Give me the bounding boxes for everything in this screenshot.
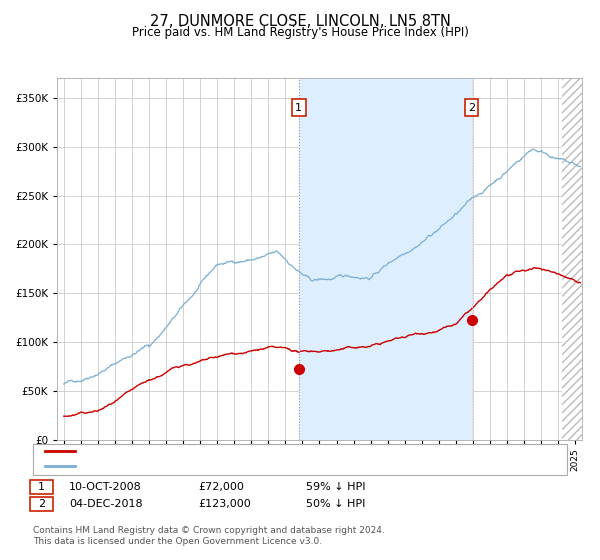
Text: 1: 1 bbox=[295, 102, 302, 113]
Text: 50% ↓ HPI: 50% ↓ HPI bbox=[306, 499, 365, 509]
Bar bbox=[562, 78, 599, 440]
Text: Contains HM Land Registry data © Crown copyright and database right 2024.
This d: Contains HM Land Registry data © Crown c… bbox=[33, 526, 385, 546]
Text: £72,000: £72,000 bbox=[198, 482, 244, 492]
Bar bbox=[299, 78, 472, 440]
Text: HPI: Average price, detached house, Lincoln: HPI: Average price, detached house, Linc… bbox=[81, 461, 322, 471]
Text: 2: 2 bbox=[468, 102, 475, 113]
Text: 10-OCT-2008: 10-OCT-2008 bbox=[69, 482, 142, 492]
Text: 2: 2 bbox=[38, 499, 45, 509]
Text: 1: 1 bbox=[38, 482, 45, 492]
Text: Price paid vs. HM Land Registry's House Price Index (HPI): Price paid vs. HM Land Registry's House … bbox=[131, 26, 469, 39]
Text: 59% ↓ HPI: 59% ↓ HPI bbox=[306, 482, 365, 492]
Text: 27, DUNMORE CLOSE, LINCOLN, LN5 8TN (detached house): 27, DUNMORE CLOSE, LINCOLN, LN5 8TN (det… bbox=[81, 446, 407, 456]
Bar bbox=[562, 78, 599, 440]
Text: £123,000: £123,000 bbox=[198, 499, 251, 509]
Text: 04-DEC-2018: 04-DEC-2018 bbox=[69, 499, 143, 509]
Text: 27, DUNMORE CLOSE, LINCOLN, LN5 8TN: 27, DUNMORE CLOSE, LINCOLN, LN5 8TN bbox=[149, 14, 451, 29]
